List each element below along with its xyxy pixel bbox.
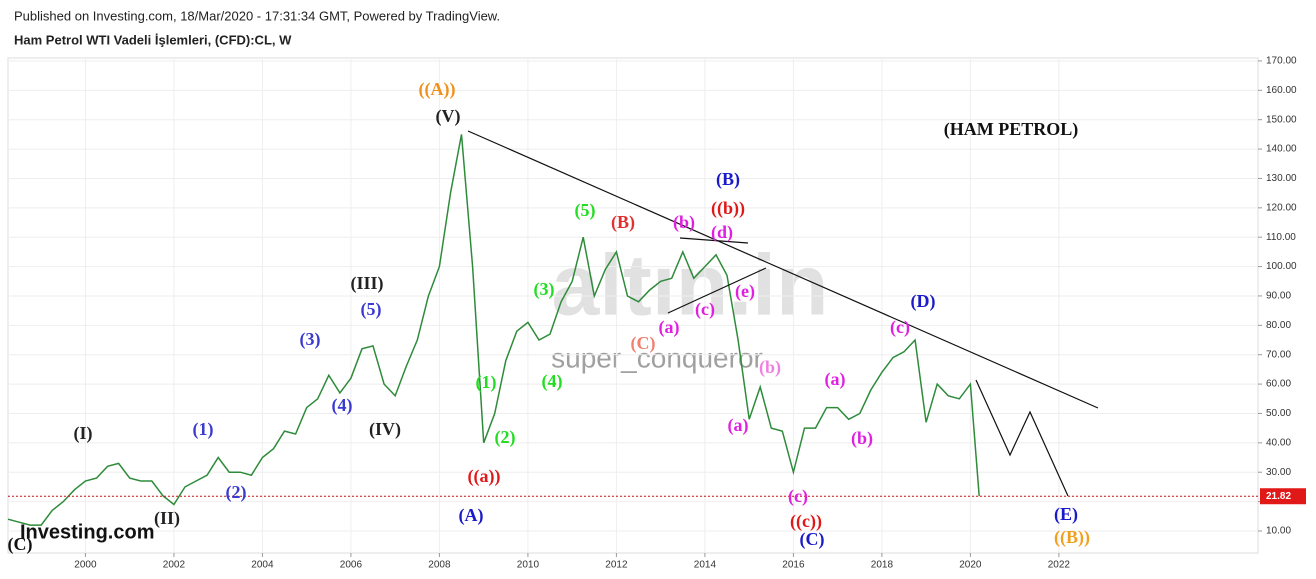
x-tick-label: 2004 <box>251 560 274 571</box>
trend-line <box>679 237 749 244</box>
wave-label: (2) <box>226 482 247 503</box>
wave-label: (C) <box>8 534 33 555</box>
y-tick-label: 40.00 <box>1266 437 1291 448</box>
wave-label: (4) <box>542 371 563 392</box>
wave-label: (a) <box>659 317 680 338</box>
wave-label: (c) <box>788 486 808 507</box>
watermark: altın.in <box>551 238 828 334</box>
wave-label: (B) <box>611 212 635 233</box>
wave-label: (b) <box>759 357 781 378</box>
wave-label: (2) <box>495 427 516 448</box>
x-tick-label: 2016 <box>782 560 805 571</box>
wave-label: (5) <box>361 299 382 320</box>
price-line <box>7 134 980 526</box>
wave-label: (I) <box>74 423 93 444</box>
wave-label: (1) <box>476 372 497 393</box>
x-tick-label: 2018 <box>871 560 894 571</box>
trend-line <box>667 267 767 314</box>
published-note: Published on Investing.com, 18/Mar/2020 … <box>14 8 500 23</box>
y-tick-label: 170.00 <box>1266 56 1297 67</box>
y-tick-label: 90.00 <box>1266 291 1291 302</box>
wave-label: (E) <box>1054 504 1078 525</box>
plot-frame <box>7 57 1259 554</box>
y-tick-label: 160.00 <box>1266 85 1297 96</box>
x-tick-label: 2020 <box>959 560 982 571</box>
wave-label: (HAM PETROL) <box>944 119 1079 140</box>
y-tick-label: 60.00 <box>1266 379 1291 390</box>
wave-label: (3) <box>300 329 321 350</box>
wave-label: (d) <box>711 222 733 243</box>
wave-label: (5) <box>575 200 596 221</box>
x-tick-label: 2022 <box>1048 560 1071 571</box>
wave-label: (C) <box>631 333 656 354</box>
y-tick-label: 110.00 <box>1266 232 1296 243</box>
wave-label: (II) <box>154 508 180 529</box>
wave-label: (e) <box>735 281 755 302</box>
wave-label: (a) <box>825 369 846 390</box>
wave-label: (a) <box>728 415 749 436</box>
y-tick-label: 120.00 <box>1266 202 1297 213</box>
wave-label: (III) <box>350 273 383 294</box>
wave-label: (B) <box>716 169 740 190</box>
wave-label: (c) <box>695 299 715 320</box>
wave-label: (b) <box>851 428 873 449</box>
wave-label: (3) <box>534 279 555 300</box>
wave-label: (b) <box>673 212 695 233</box>
x-tick-label: 2000 <box>74 560 97 571</box>
x-tick-label: 2012 <box>605 560 628 571</box>
trend-line <box>467 130 1099 409</box>
wave-label: (D) <box>911 291 936 312</box>
instrument-title: Ham Petrol WTI Vadeli İşlemleri, (CFD):C… <box>14 32 292 47</box>
watermark: super_conqueror <box>551 342 763 373</box>
wave-label: (IV) <box>369 419 401 440</box>
wave-label: ((a)) <box>468 466 501 487</box>
y-tick-label: 80.00 <box>1266 320 1291 331</box>
y-tick-label: 100.00 <box>1266 261 1297 272</box>
wave-label: ((b)) <box>711 198 745 219</box>
logo: Investing.com <box>20 521 154 543</box>
x-tick-label: 2010 <box>517 560 540 571</box>
x-tick-label: 2008 <box>428 560 451 571</box>
x-tick-label: 2014 <box>694 560 717 571</box>
last-price-box <box>1260 488 1306 505</box>
wave-label: (V) <box>436 106 461 127</box>
y-tick-label: 130.00 <box>1266 173 1297 184</box>
y-tick-label: 150.00 <box>1266 114 1297 125</box>
y-tick-label: 30.00 <box>1266 467 1291 478</box>
wave-label: ((B)) <box>1054 527 1090 548</box>
y-tick-label: 70.00 <box>1266 349 1291 360</box>
x-tick-label: 2006 <box>340 560 363 571</box>
wave-label: (A) <box>459 505 484 526</box>
x-tick-label: 2002 <box>163 560 186 571</box>
y-tick-label: 50.00 <box>1266 408 1291 419</box>
wave-label: ((c)) <box>790 511 822 532</box>
wave-label: (1) <box>193 419 214 440</box>
last-price-label: 21.82 <box>1266 491 1291 502</box>
y-tick-label: 140.00 <box>1266 144 1297 155</box>
projection <box>975 379 1069 497</box>
wave-label: (C) <box>800 529 825 550</box>
wave-label: ((A)) <box>419 79 456 100</box>
wave-label: (c) <box>890 317 910 338</box>
wave-label: (4) <box>332 395 353 416</box>
y-tick-label: 10.00 <box>1266 526 1291 537</box>
